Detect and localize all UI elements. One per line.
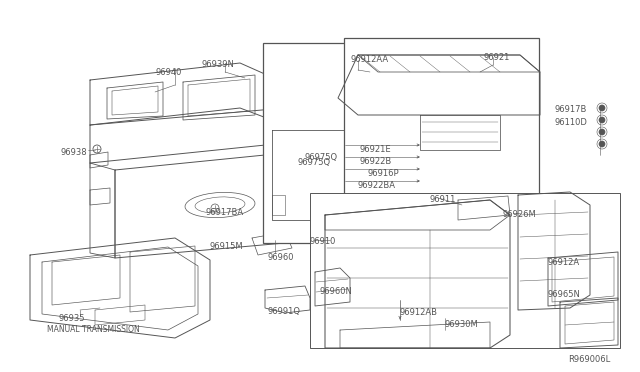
Bar	[310, 193, 620, 348]
Circle shape	[599, 129, 605, 135]
Text: 96910: 96910	[310, 237, 337, 246]
Text: 96911: 96911	[430, 195, 456, 204]
Text: 96922BA: 96922BA	[358, 181, 396, 190]
Text: 96960N: 96960N	[320, 287, 353, 296]
Text: 96975Q: 96975Q	[298, 158, 331, 167]
Text: R969006L: R969006L	[568, 355, 611, 364]
Text: 96930M: 96930M	[445, 320, 479, 329]
Circle shape	[599, 141, 605, 147]
Text: 96991Q: 96991Q	[268, 307, 301, 316]
Text: 96939N: 96939N	[201, 60, 234, 69]
Text: 96921E: 96921E	[360, 145, 392, 154]
Text: 96926M: 96926M	[503, 210, 537, 219]
Bar	[263, 43, 396, 243]
Text: 96960: 96960	[268, 253, 294, 262]
Text: 96921: 96921	[484, 53, 510, 62]
Text: 96916P: 96916P	[368, 169, 399, 178]
Text: 96938: 96938	[60, 148, 86, 157]
Text: 96917BA: 96917BA	[205, 208, 243, 217]
Text: 96922B: 96922B	[360, 157, 392, 166]
Text: 96912A: 96912A	[548, 258, 580, 267]
Circle shape	[599, 117, 605, 123]
Circle shape	[397, 297, 403, 303]
Text: 96110D: 96110D	[555, 118, 588, 127]
Text: 96912AA: 96912AA	[351, 55, 389, 64]
Bar	[344, 38, 539, 196]
Circle shape	[599, 105, 605, 111]
Text: MANUAL TRANSMISSION: MANUAL TRANSMISSION	[47, 325, 140, 334]
Text: 96975Q: 96975Q	[305, 153, 338, 162]
Text: 96915M: 96915M	[209, 242, 243, 251]
Text: 96940: 96940	[156, 68, 182, 77]
Text: 96935: 96935	[58, 314, 84, 323]
Text: 96965N: 96965N	[548, 290, 581, 299]
Text: 96912AB: 96912AB	[400, 308, 438, 317]
Text: 96917B: 96917B	[555, 105, 588, 114]
